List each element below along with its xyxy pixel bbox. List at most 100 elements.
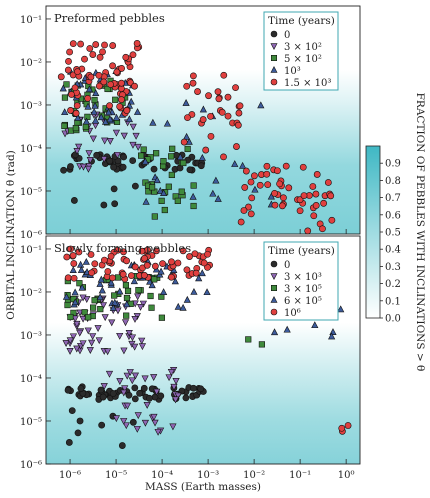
- data-point-bottom-series-2: [124, 287, 132, 295]
- data-point-top-series-0: [131, 182, 139, 190]
- data-point-top-series-4: [296, 196, 304, 204]
- data-point-top-series-2: [91, 96, 98, 104]
- data-point-top-series-3: [160, 189, 168, 196]
- data-point-top-series-4: [113, 68, 121, 76]
- data-point-bottom-series-1: [138, 343, 147, 351]
- colorbar-tick-label: 0.4: [385, 245, 401, 256]
- legend-label-top: 10³: [284, 66, 301, 77]
- data-point-top-series-4: [87, 73, 95, 81]
- data-point-top-series-4: [247, 178, 255, 186]
- data-point-bottom-series-4: [91, 260, 99, 268]
- data-point-bottom-series-3: [270, 328, 279, 336]
- data-point-top-series-0: [119, 163, 127, 171]
- data-point-bottom-series-4: [120, 248, 127, 256]
- data-point-bottom-series-1: [100, 383, 108, 390]
- data-point-top-series-4: [131, 82, 138, 90]
- data-point-top-series-4: [312, 190, 320, 198]
- data-point-top-series-4: [107, 81, 114, 88]
- data-point-top-series-4: [248, 194, 256, 202]
- data-point-bottom-series-3: [179, 303, 187, 311]
- data-point-top-series-4: [71, 84, 79, 92]
- legend-title-top: Time (years): [268, 15, 335, 27]
- data-point-bottom-series-3: [157, 267, 165, 275]
- data-point-top-series-3: [82, 117, 91, 125]
- data-point-bottom-series-0: [136, 389, 143, 397]
- data-point-top-series-3: [153, 176, 161, 184]
- data-point-bottom-series-2: [85, 314, 92, 321]
- data-point-bottom-series-1: [69, 333, 78, 341]
- colorbar-tick-label: 0.5: [385, 228, 401, 239]
- data-point-top-series-4: [235, 109, 243, 117]
- data-point-bottom-series-1: [128, 377, 136, 385]
- data-point-top-series-4: [327, 192, 335, 200]
- scatter-points-top: [57, 40, 336, 235]
- data-point-bottom-series-1: [73, 320, 81, 328]
- data-point-bottom-series-3: [160, 288, 168, 295]
- plot-frame-bottom: [45, 235, 361, 465]
- data-point-top-series-4: [224, 93, 232, 101]
- data-point-top-series-3: [106, 115, 114, 123]
- data-point-bottom-series-3: [116, 287, 124, 295]
- data-point-top-series-4: [237, 218, 245, 226]
- data-point-top-series-1: [100, 156, 108, 163]
- data-point-top-series-2: [190, 182, 197, 189]
- x-tick-label: 10⁻²: [243, 470, 265, 481]
- data-point-top-series-4: [232, 84, 239, 92]
- colorbar-tick-label: 0.2: [385, 279, 401, 290]
- data-point-top-series-3: [189, 192, 197, 200]
- data-point-bottom-series-2: [148, 304, 155, 311]
- data-point-bottom-series-0: [68, 407, 76, 415]
- data-point-top-series-2: [160, 158, 167, 165]
- data-point-top-series-4: [86, 45, 94, 52]
- data-point-top-series-1: [73, 147, 81, 155]
- data-point-bottom-series-0: [140, 384, 148, 392]
- data-point-top-series-3: [90, 107, 98, 115]
- data-point-bottom-series-4: [191, 250, 199, 258]
- data-point-bottom-series-1: [84, 327, 92, 335]
- data-point-bottom-series-4: [88, 269, 96, 277]
- data-point-top-series-2: [180, 159, 187, 167]
- data-point-bottom-series-2: [91, 297, 98, 304]
- data-point-bottom-series-3: [123, 300, 131, 308]
- data-point-top-series-4: [194, 88, 201, 95]
- data-point-top-series-4: [202, 146, 210, 154]
- legend-label-bottom: 3 × 10³: [284, 272, 322, 283]
- data-point-bottom-series-3: [198, 269, 206, 277]
- data-point-top-series-1: [106, 138, 114, 145]
- data-point-bottom-series-3: [78, 283, 86, 291]
- colorbar-tick-label: 0.8: [385, 176, 401, 187]
- data-point-top-series-4: [66, 48, 73, 56]
- colorbar-tick-label: 0.6: [385, 210, 401, 221]
- data-point-top-series-3: [156, 187, 164, 194]
- data-point-bottom-series-3: [62, 292, 71, 300]
- data-point-bottom-series-0: [129, 418, 137, 426]
- data-point-bottom-series-1: [79, 315, 87, 323]
- data-point-bottom-series-1: [83, 296, 91, 303]
- data-point-top-series-2: [158, 197, 165, 204]
- data-point-top-series-4: [199, 116, 207, 123]
- data-point-top-series-2: [174, 197, 181, 204]
- data-point-bottom-series-1: [79, 294, 87, 302]
- legend-marker-bottom: [270, 260, 278, 268]
- data-point-top-series-4: [320, 199, 328, 207]
- data-point-bottom-series-1: [171, 396, 180, 404]
- data-point-top-series-2: [153, 150, 160, 157]
- data-point-bottom-series-1: [138, 337, 146, 345]
- data-point-top-series-4: [240, 207, 248, 214]
- data-point-top-series-4: [312, 202, 320, 209]
- data-point-top-series-3: [257, 101, 265, 109]
- data-point-top-series-1: [134, 143, 142, 151]
- data-point-bottom-series-4: [119, 270, 127, 278]
- data-point-bottom-series-1: [108, 319, 116, 327]
- data-point-bottom-series-3: [77, 266, 86, 273]
- data-point-bottom-series-3: [71, 298, 79, 306]
- y-tick-label-top: 10⁻²: [20, 58, 42, 69]
- data-point-bottom-series-0: [197, 385, 205, 393]
- data-point-top-series-4: [220, 71, 228, 79]
- data-point-top-series-4: [73, 102, 81, 109]
- data-point-top-series-4: [189, 79, 197, 87]
- data-point-top-series-2: [104, 85, 111, 93]
- data-point-top-series-2: [184, 145, 191, 153]
- data-point-top-series-2: [178, 188, 185, 195]
- data-point-top-series-2: [61, 94, 69, 101]
